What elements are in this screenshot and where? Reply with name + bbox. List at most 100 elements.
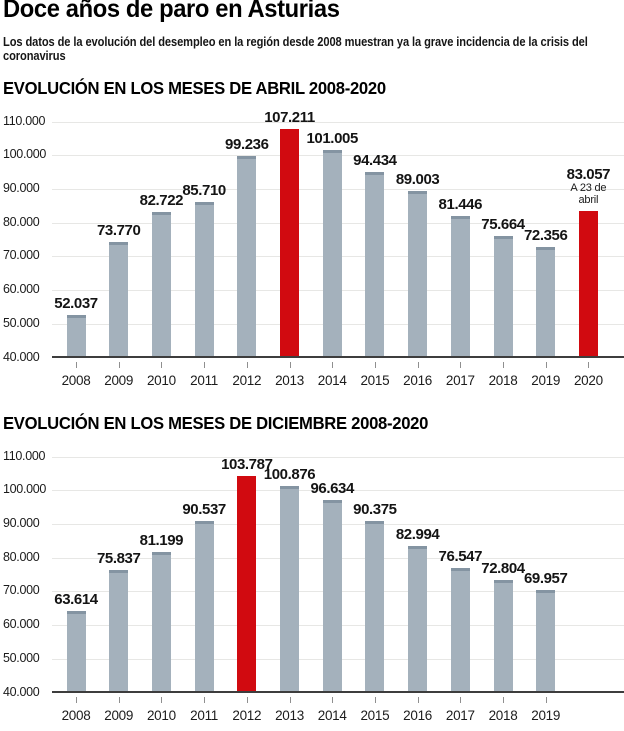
y-axis-tick-label: 60.000 [3, 282, 40, 297]
y-axis-tick-label: 70.000 [3, 248, 40, 263]
bar-label-stack: 90.537 [182, 500, 226, 518]
bar-value-label: 75.664 [481, 215, 525, 233]
bar-label-stack: 73.770 [96, 221, 141, 239]
bar-value-label: 85.710 [182, 181, 226, 199]
bar [237, 155, 257, 356]
chart-section-april: EVOLUCIÓN EN LOS MESES DE ABRIL 2008-202… [0, 78, 624, 390]
bar-label-stack: 83.057 A 23 de abril [566, 165, 611, 207]
bar [109, 569, 129, 691]
x-axis-year-label: 2012 [232, 372, 262, 388]
chart-title-april: EVOLUCIÓN EN LOS MESES DE ABRIL 2008-202… [3, 77, 386, 98]
x-axis-tick [332, 696, 334, 703]
bar [493, 235, 513, 356]
y-axis-tick-label: 90.000 [3, 181, 40, 196]
bar-label-stack: 81.446 [439, 197, 483, 212]
x-axis-tick [76, 361, 77, 368]
bar-label-stack: 72.356 [524, 228, 568, 243]
y-axis-tick-label: 70.000 [3, 583, 40, 598]
bar-value-label: 76.547 [438, 547, 483, 565]
x-axis-year-label: 2012 [232, 707, 262, 723]
bar-value-label: 107.211 [264, 108, 315, 126]
x-axis-year-label: 2017 [445, 707, 475, 723]
y-axis-tick-label: 110.000 [3, 113, 46, 128]
bar-value-label: 90.375 [353, 500, 397, 518]
x-axis-tick [460, 361, 462, 368]
gridline [52, 456, 624, 458]
bar-highlighted [237, 475, 257, 691]
bar [66, 610, 86, 691]
bar-value-label: 99.236 [225, 135, 269, 153]
bar-label-stack: 94.434 [353, 153, 397, 168]
x-axis-tick [204, 696, 206, 703]
bar [194, 201, 214, 356]
bar-label-stack: 52.037 [54, 294, 98, 312]
bar-chart-december: 110.000 100.000 90.000 80.000 70.000 60.000 50… [0, 449, 624, 725]
plot-area-april: 110.000 100.000 90.000 80.000 70.000 60.000 50… [3, 110, 624, 388]
x-axis-year-label: 2016 [403, 707, 433, 723]
bar [493, 579, 513, 691]
x-axis-year-label: 2014 [317, 372, 347, 388]
x-axis-year-label: 2015 [360, 707, 390, 723]
bar [365, 171, 385, 356]
bar-label-stack: 96.634 [310, 481, 354, 496]
bar [536, 589, 556, 691]
x-axis-year-label: 2011 [190, 372, 219, 388]
bar-label-stack: 69.957 [523, 569, 568, 587]
x-axis-year-label: 2017 [445, 372, 475, 388]
x-axis-tick [417, 696, 419, 703]
bar-value-label: 103.787 [221, 455, 273, 473]
x-axis-tick [76, 696, 77, 703]
bar [151, 551, 171, 691]
bar-label-stack: 100.876 [263, 465, 316, 483]
bar-value-label: 69.957 [523, 569, 568, 587]
x-axis-year-label: 2011 [190, 707, 219, 723]
y-axis-tick-label: 100.000 [3, 482, 47, 497]
bar-highlighted [280, 128, 299, 356]
x-axis-year-label: 2009 [104, 372, 134, 388]
x-axis-tick [204, 361, 206, 368]
x-axis-year-label: 2018 [488, 707, 518, 723]
y-axis-tick-label: 50.000 [3, 315, 40, 330]
bar-annotation: A 23 de abril [570, 181, 607, 206]
bar-label-stack: 107.211 [264, 110, 315, 125]
x-axis-year-label: 2010 [146, 707, 176, 723]
x-axis-tick [588, 361, 590, 368]
x-axis-tick [118, 696, 120, 703]
x-axis-tick [246, 361, 248, 368]
bar-label-stack: 63.614 [54, 590, 98, 608]
bar-value-label: 100.876 [263, 465, 316, 483]
bar-label-stack: 99.236 [225, 135, 269, 153]
bar-value-label: 73.770 [96, 221, 141, 239]
bar-chart-april: 110.000 100.000 90.000 80.000 70.000 60.000 50… [0, 110, 624, 390]
x-axis-tick [246, 696, 248, 703]
bar-highlighted [578, 210, 598, 356]
bar-value-label: 63.614 [54, 590, 98, 608]
bar [408, 545, 428, 691]
x-axis-year-label: 2008 [61, 372, 91, 388]
x-axis-year-label: 2013 [275, 707, 304, 723]
x-axis-tick [545, 361, 547, 368]
bar [322, 149, 342, 356]
bar [450, 567, 470, 691]
y-axis-tick-label: 80.000 [3, 214, 40, 229]
x-axis-tick [417, 361, 419, 368]
x-axis-year-label: 2018 [488, 372, 518, 388]
bar-value-label: 83.057 [566, 165, 611, 183]
bar-value-label: 52.037 [54, 294, 98, 312]
x-axis-tick [161, 361, 163, 368]
gridline [52, 121, 624, 123]
y-axis-tick-label: 80.000 [3, 549, 40, 564]
bar [109, 241, 129, 356]
bar [194, 520, 214, 691]
y-axis-tick-label: 40.000 [3, 349, 40, 364]
bar-label-stack: 75.837 [97, 551, 141, 566]
bar-value-label: 81.199 [139, 531, 184, 549]
bar-value-label: 82.722 [139, 191, 184, 209]
x-axis-tick [503, 696, 504, 703]
page-title: Doce años de paro en Asturias [3, 0, 340, 23]
gridline [52, 490, 624, 492]
plot-area-december: 110.000 100.000 90.000 80.000 70.000 60.000 50… [3, 449, 624, 723]
bar-value-label: 90.537 [182, 500, 226, 518]
x-axis-year-label: 2015 [360, 372, 390, 388]
